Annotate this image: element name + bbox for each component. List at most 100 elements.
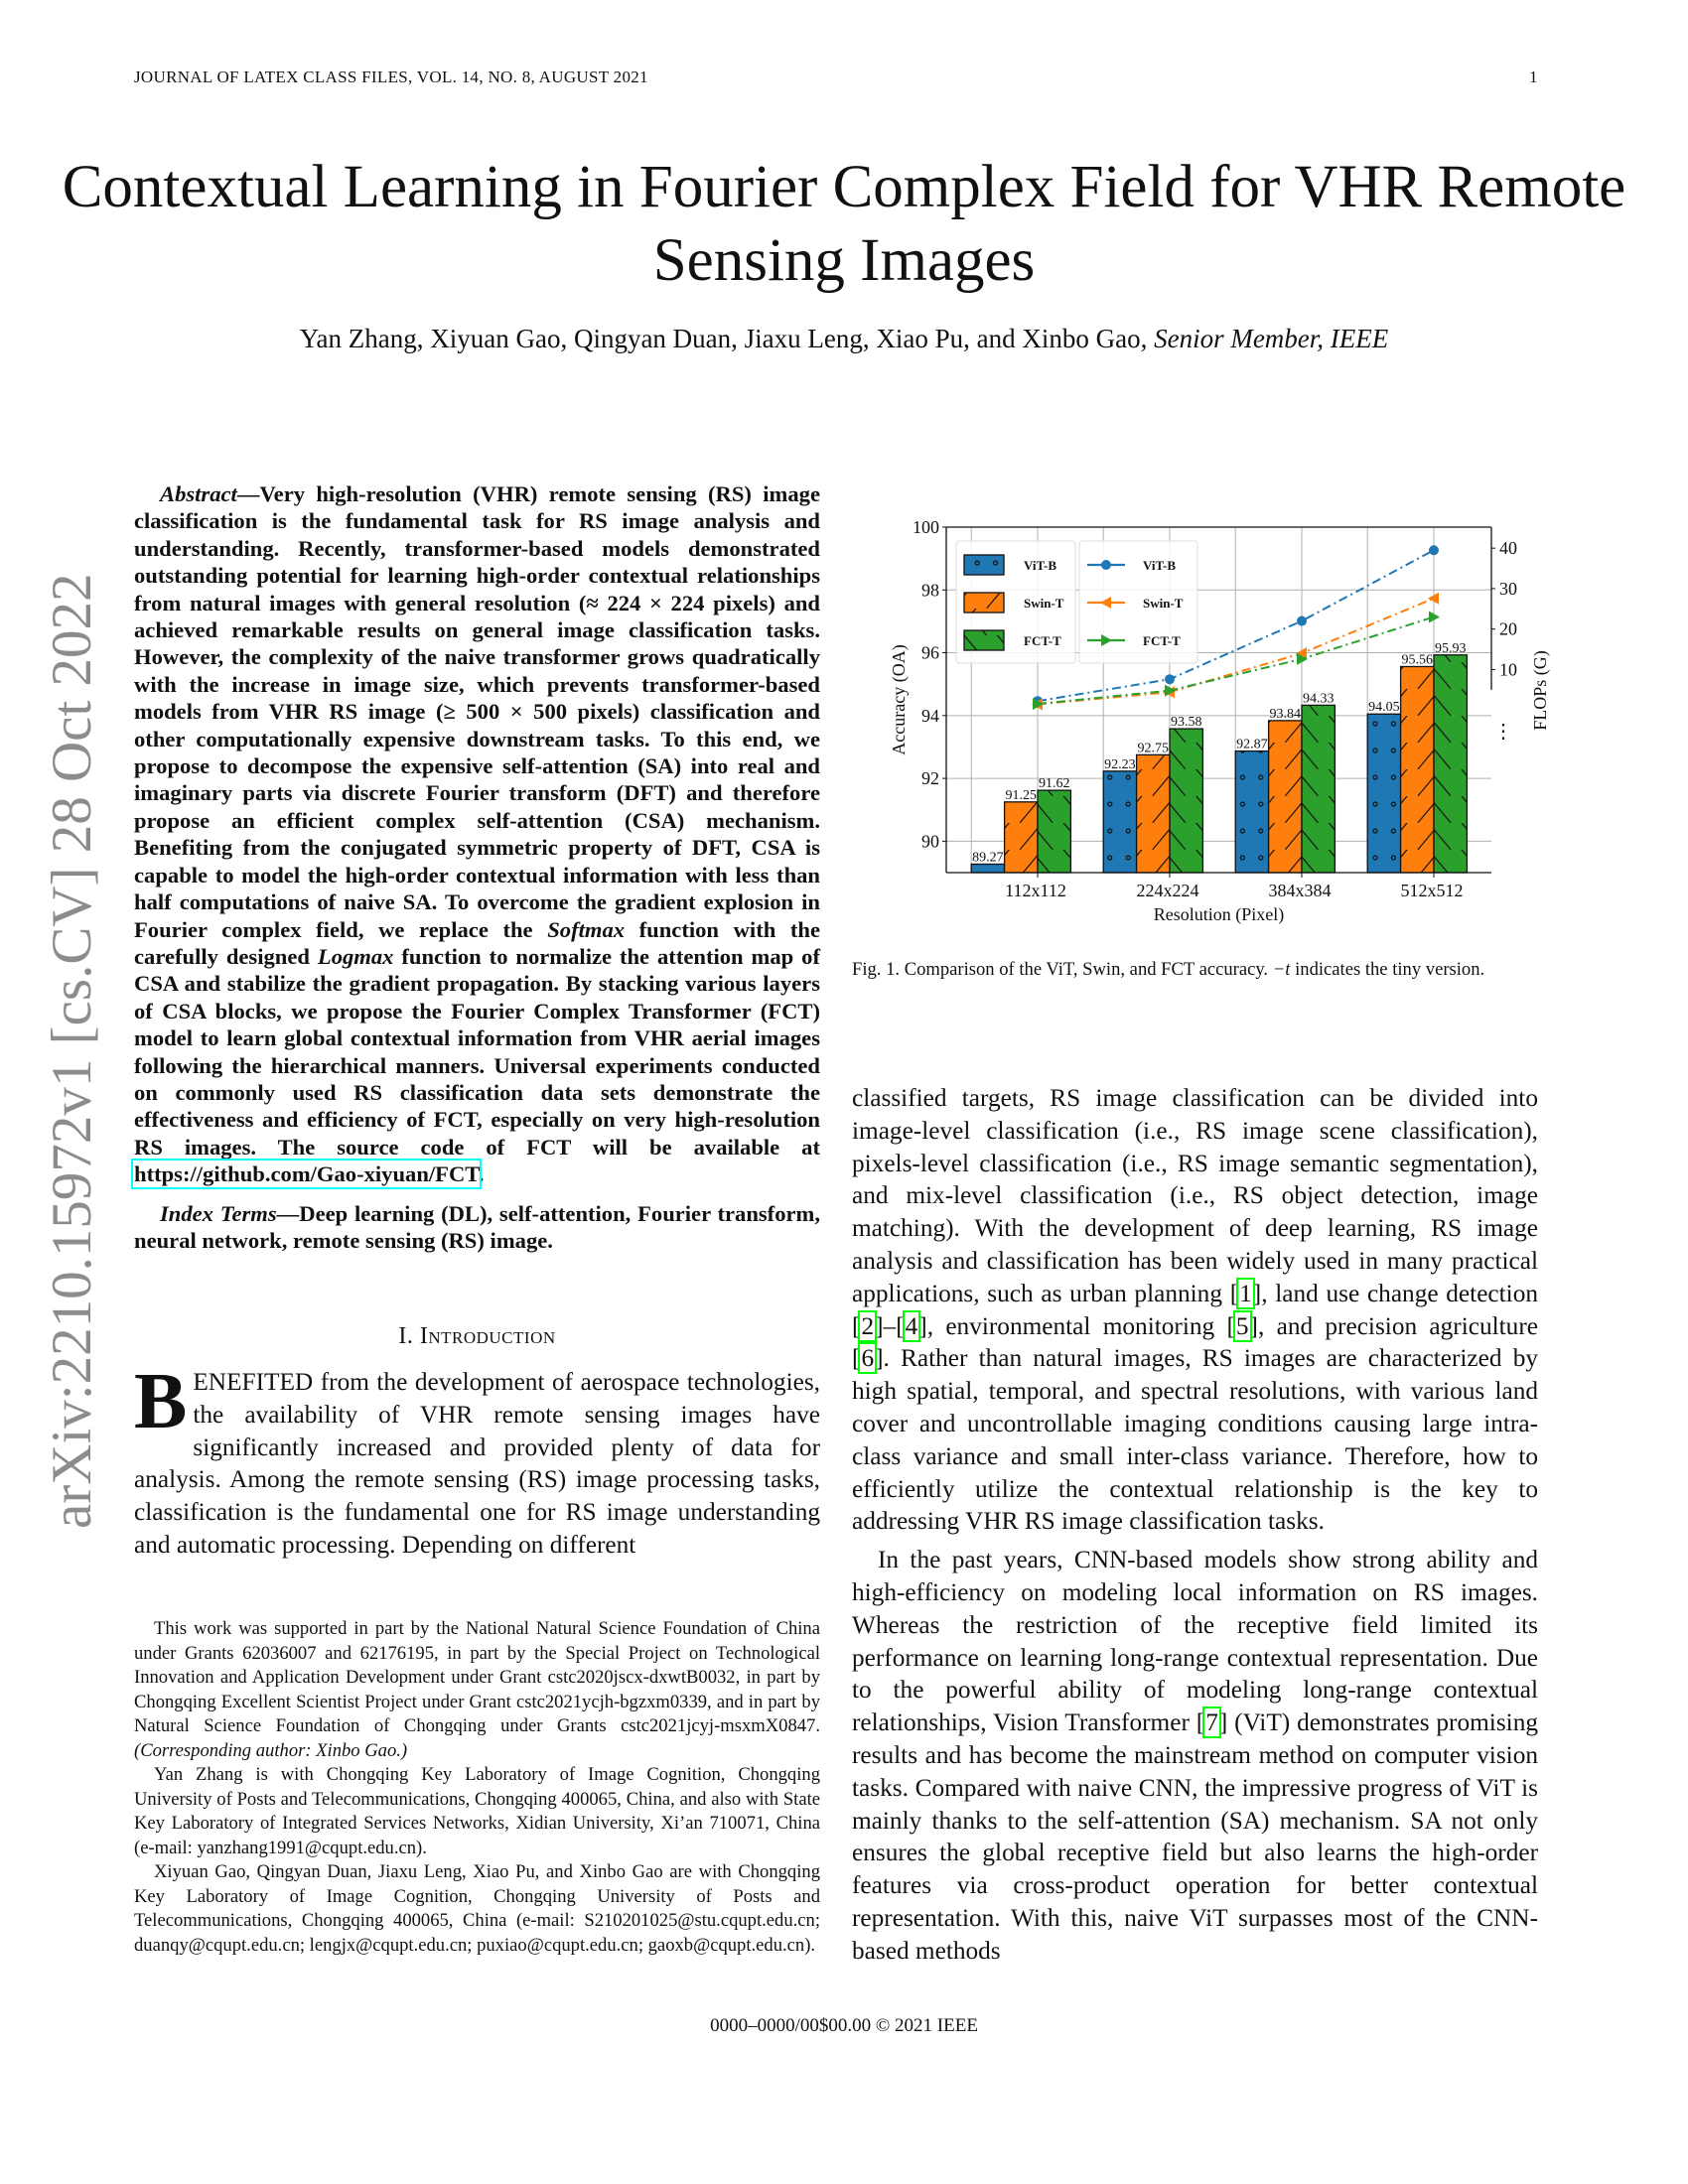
- bar-fct-t: [1169, 728, 1204, 874]
- bar-fct-t: [1037, 789, 1072, 874]
- intro-text: ENEFITED from the development of aerospa…: [134, 1368, 820, 1559]
- x-tick-label: 112x112: [1005, 881, 1066, 900]
- text-run: indicates the tiny version.: [1290, 959, 1485, 980]
- text-run: ENEFITED from the development of aerospa…: [134, 1368, 820, 1559]
- text-run: Abstract: [160, 481, 237, 506]
- text-run: .: [478, 1161, 485, 1187]
- bar-swin-t: [1135, 753, 1171, 874]
- section-title: Introduction: [419, 1323, 556, 1349]
- bar-vit-b: [970, 863, 1006, 874]
- legend-label: ViT-B: [1143, 558, 1176, 573]
- bar-vit-b: [1234, 750, 1270, 874]
- flops-point: [1428, 592, 1439, 605]
- legend-marker: [1101, 634, 1112, 646]
- index-terms: Index Terms—Deep learning (DL), self-att…: [134, 1200, 820, 1255]
- y2-tick-label: 30: [1499, 579, 1517, 599]
- text-run: Xiyuan Gao, Qingyan Duan, Jiaxu Leng, Xi…: [134, 1861, 820, 1956]
- text-run: , land use change detection: [1261, 1279, 1538, 1307]
- source-code-link[interactable]: https://github.com/Gao-xiyuan/FCT: [131, 1159, 482, 1190]
- legend-swatch: [963, 629, 1005, 651]
- bar-value-label: 89.27: [972, 850, 1004, 865]
- text-run: , environmental monitoring: [926, 1311, 1227, 1340]
- y-tick-label: 98: [921, 580, 939, 600]
- y-tick-label: 94: [921, 706, 939, 726]
- author-membership: Senior Member, IEEE: [1154, 324, 1389, 353]
- bar-vit-b: [1366, 713, 1402, 874]
- text-run: −t: [1272, 959, 1291, 980]
- flops-line-vit-b: [1037, 549, 1435, 703]
- text-run: Fig. 1. Comparison of the ViT, Swin, and…: [852, 959, 1273, 980]
- y2-tick-label: 10: [1499, 659, 1517, 679]
- axis-break-marker: ⋮: [1493, 721, 1513, 743]
- text-run: (ViT) demonstrates promising results and…: [852, 1708, 1539, 1965]
- x-tick-label: 224x224: [1137, 881, 1199, 900]
- section-heading: I. Introduction: [134, 1323, 820, 1350]
- legend-label: ViT-B: [1024, 558, 1056, 573]
- figure-caption: Fig. 1. Comparison of the ViT, Swin, and…: [852, 958, 1538, 983]
- citation-link[interactable]: 2: [858, 1309, 878, 1342]
- flops-point: [1165, 684, 1176, 697]
- drop-cap: B: [134, 1358, 188, 1445]
- author-names: Yan Zhang, Xiyuan Gao, Qingyan Duan, Jia…: [299, 324, 1155, 353]
- y-axis-label: Accuracy (OA): [889, 644, 910, 754]
- citation-link[interactable]: 7: [1202, 1706, 1221, 1739]
- text-run: Index Terms: [160, 1200, 277, 1226]
- flops-line-swin-t: [1037, 597, 1435, 706]
- legend-label: Swin-T: [1024, 596, 1064, 611]
- flops-point: [1165, 674, 1175, 685]
- legend-label: Swin-T: [1143, 596, 1184, 611]
- arxiv-stamp: arXiv:2210.15972v1 [cs.CV] 28 Oct 2022: [41, 573, 103, 1529]
- y-tick-label: 92: [921, 768, 939, 788]
- legend-lines: [1078, 540, 1198, 664]
- text-run: –: [883, 1311, 897, 1340]
- flops-point: [1429, 545, 1439, 556]
- running-header: JOURNAL OF LATEX CLASS FILES, VOL. 14, N…: [134, 68, 648, 86]
- bar-value-label: 95.93: [1435, 641, 1467, 656]
- text-run: Yan Zhang is with Chongqing Key Laborato…: [134, 1764, 820, 1858]
- y2-axis-label: FLOPs (G): [1530, 650, 1551, 731]
- x-axis-label: Resolution (Pixel): [1154, 904, 1285, 925]
- abstract-block: Abstract—Very high-resolution (VHR) remo…: [131, 480, 821, 1255]
- paper-title: Contextual Learning in Fourier Complex F…: [62, 154, 1626, 294]
- x-tick-label: 384x384: [1269, 881, 1332, 900]
- text-run: This work was supported in part by the N…: [134, 1618, 820, 1736]
- text-run: function to normalize the attention map …: [134, 943, 820, 1160]
- text-run: function with the carefully designed: [134, 916, 821, 969]
- legend-label: FCT-T: [1024, 633, 1061, 648]
- bar-swin-t: [1267, 720, 1303, 874]
- y-tick-label: 100: [913, 517, 939, 537]
- intro-left-column: B ENEFITED from the development of aerosp…: [134, 1358, 820, 1562]
- text-run: —Deep learning (DL), self-attention, Fou…: [134, 1200, 821, 1253]
- author-list: Yan Zhang, Xiyuan Gao, Qingyan Duan, Jia…: [0, 324, 1688, 354]
- abstract: Abstract—Very high-resolution (VHR) remo…: [131, 480, 821, 1190]
- x-tick-label: 512x512: [1401, 881, 1464, 900]
- y2-tick-label: 20: [1499, 619, 1517, 639]
- bar-value-label: 91.25: [1006, 788, 1038, 803]
- flops-point: [1429, 611, 1440, 623]
- text-run: In the past years, CNN-based models show…: [852, 1546, 1538, 1737]
- bar-value-label: 95.56: [1402, 652, 1434, 667]
- copyright-footer: 0000–0000/00$00.00 © 2021 IEEE: [710, 2015, 978, 2036]
- citation-link[interactable]: 4: [902, 1309, 921, 1342]
- legend-swatch: [963, 592, 1005, 614]
- citation-link[interactable]: 6: [858, 1342, 878, 1375]
- text-run: . Rather than natural images, RS images …: [852, 1344, 1538, 1536]
- bar-value-label: 93.58: [1171, 715, 1202, 730]
- bar-fct-t: [1433, 654, 1469, 874]
- bar-value-label: 92.87: [1236, 738, 1268, 752]
- intro-paragraph: B ENEFITED from the development of aerosp…: [134, 1358, 820, 1562]
- intro-paragraph-cnn: In the past years, CNN-based models show…: [852, 1546, 1539, 1965]
- citation-link[interactable]: 5: [1232, 1309, 1252, 1342]
- bar-value-label: 92.23: [1104, 757, 1136, 772]
- citation-link[interactable]: 1: [1236, 1277, 1255, 1309]
- bar-value-label: 94.05: [1368, 700, 1400, 715]
- y-tick-label: 90: [921, 831, 939, 851]
- footnotes: This work was supported in part by the N…: [134, 1616, 820, 1958]
- footnote-funding: This work was supported in part by the N…: [134, 1617, 820, 1763]
- bar-swin-t: [1399, 665, 1435, 874]
- text-run: classified targets, RS image classificat…: [852, 1084, 1538, 1307]
- text-run: —Very high-resolution (VHR) remote sensi…: [134, 481, 820, 942]
- bar-value-label: 94.33: [1303, 691, 1335, 706]
- text-run: Softmax: [547, 916, 626, 942]
- text-run: , and precision agriculture: [1257, 1311, 1538, 1340]
